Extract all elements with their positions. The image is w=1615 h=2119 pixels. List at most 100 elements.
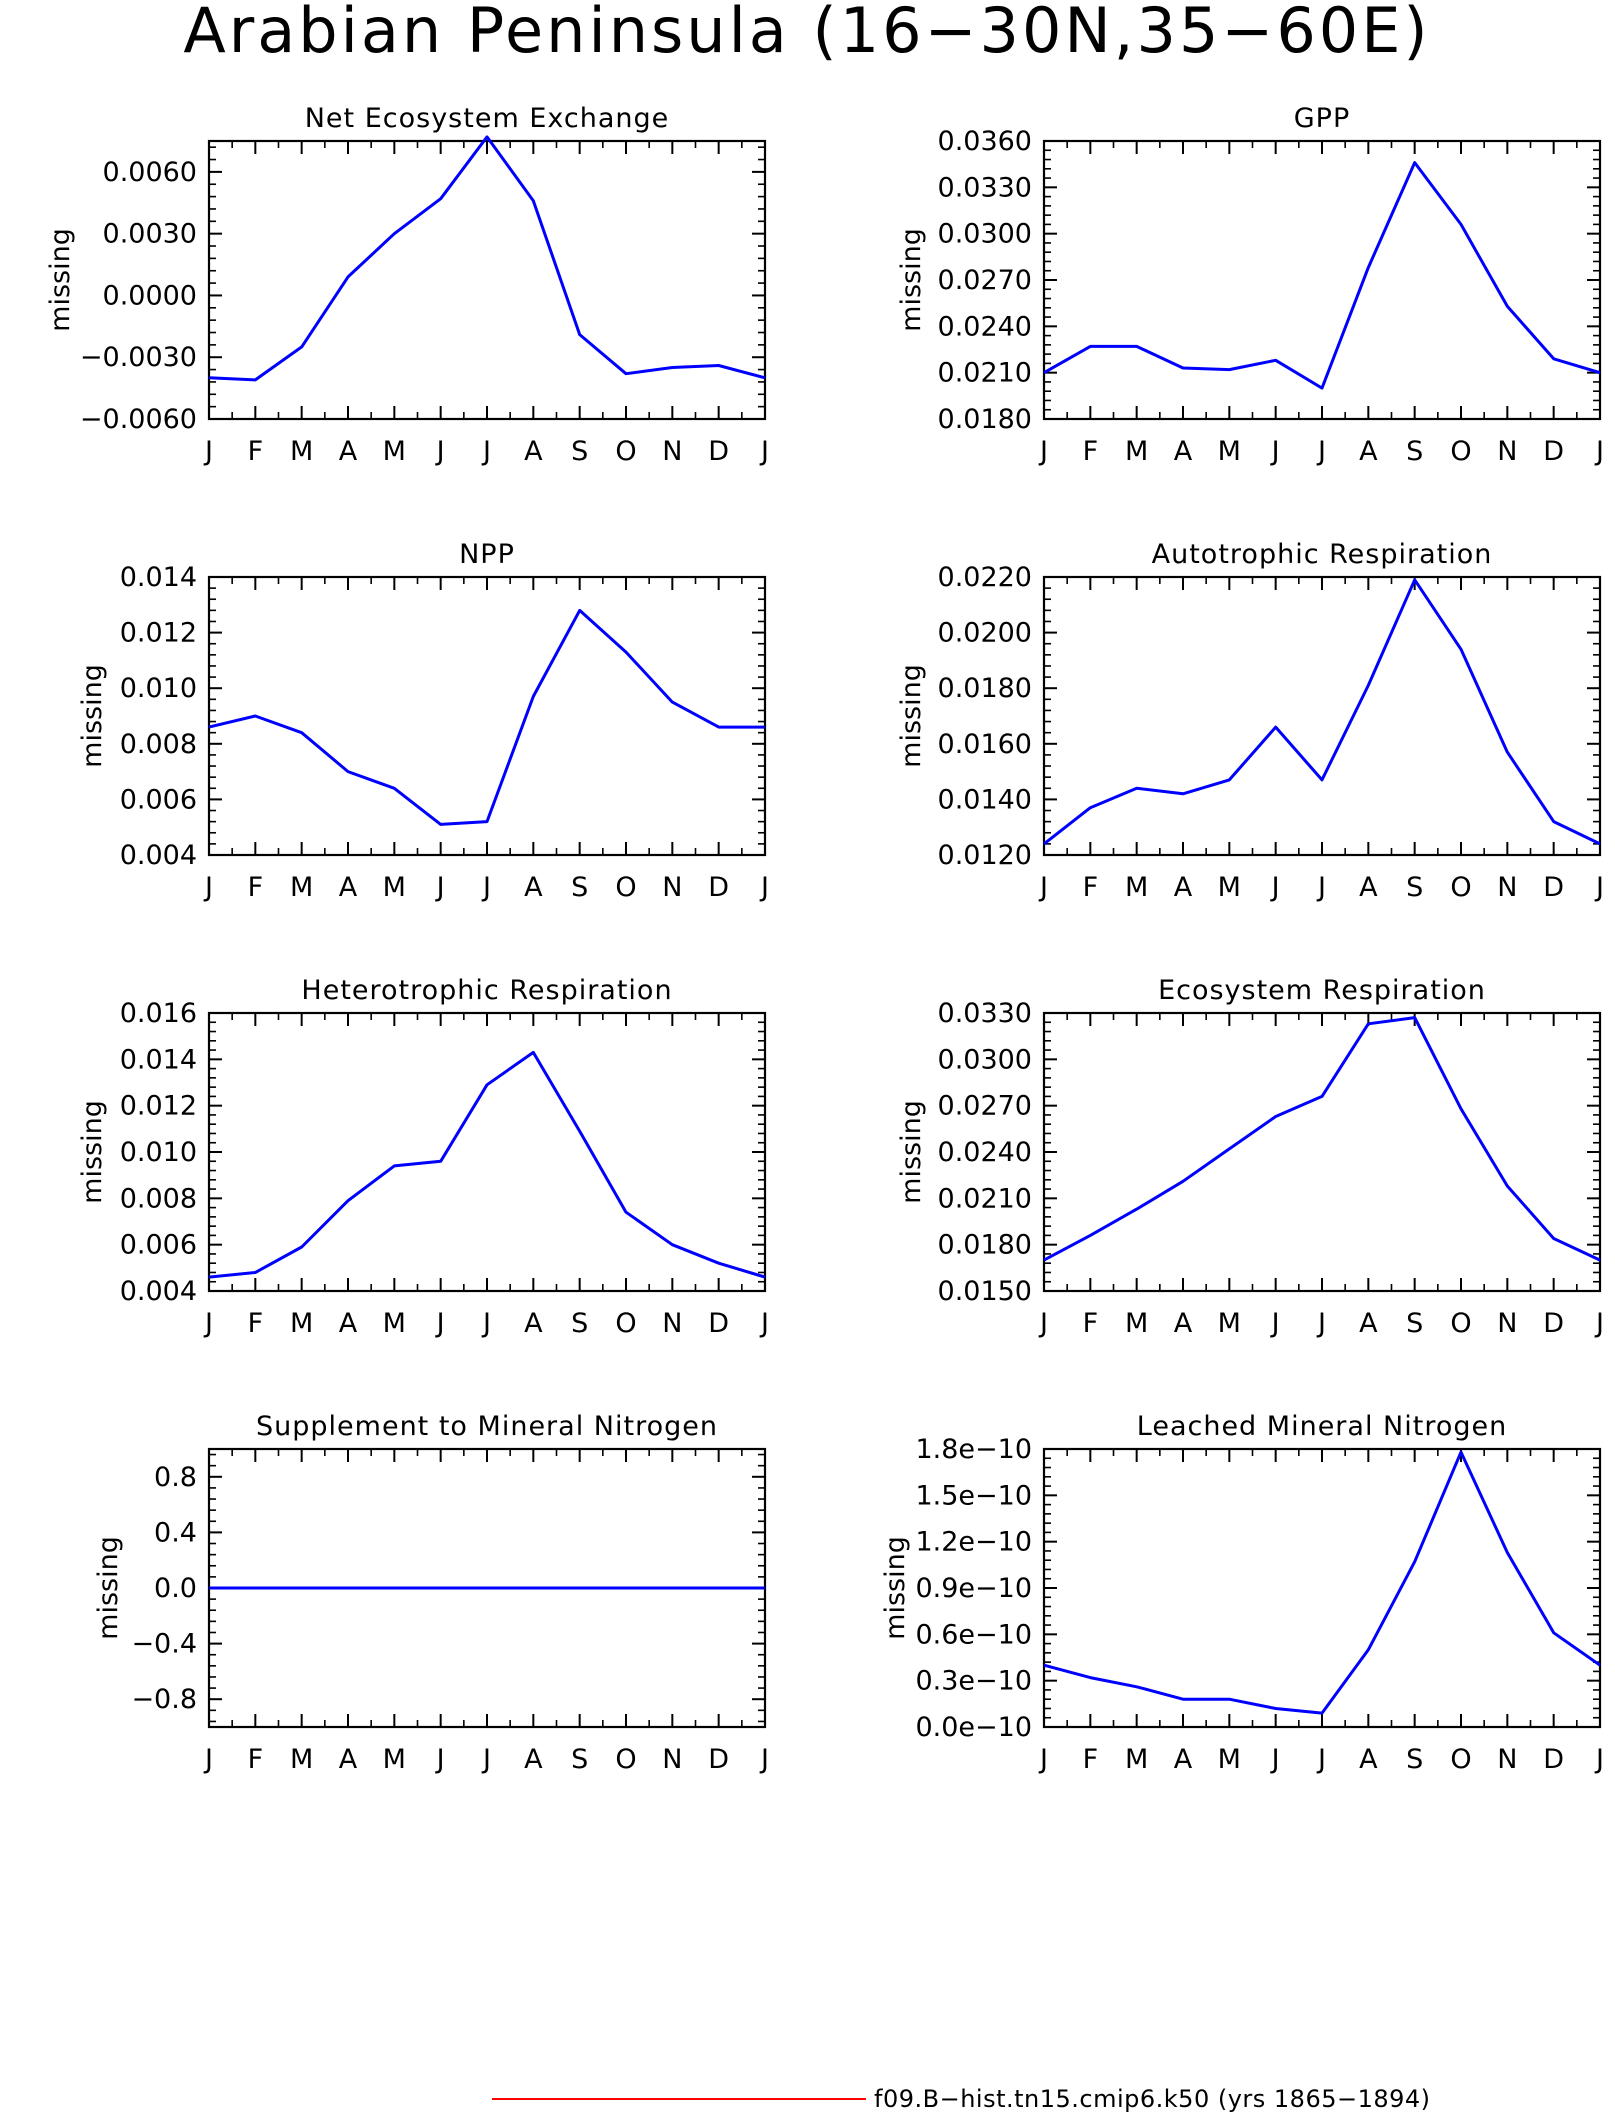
data-point [1042,1258,1046,1262]
y-tick-label: 0.008 [120,1183,197,1214]
x-tick-label: J [759,872,769,903]
data-point [716,725,720,729]
x-tick-label: J [481,872,491,903]
series-line [208,1050,766,1279]
x-tick-label: J [1038,1744,1048,1775]
panel-title: NPP [459,539,515,570]
y-axis-label: missing [896,228,927,332]
x-tick-label: S [571,1744,588,1775]
panel-title: Heterotrophic Respiration [301,975,672,1006]
data-point [1598,1663,1602,1667]
data-point [438,822,442,826]
y-tick-label: 0.0000 [103,280,197,311]
data-point [207,376,211,380]
x-tick-label: D [708,436,729,467]
data-point [716,1261,720,1265]
data-point [1227,778,1231,782]
y-axis-label: missing [45,228,76,332]
x-tick-label: F [1083,872,1099,903]
x-tick-label: N [662,1308,682,1339]
x-tick-label: J [435,1308,445,1339]
data-point [1505,750,1509,754]
x-tick-label: O [615,872,636,903]
data-point [438,1586,442,1590]
y-axis-label: missing [77,664,108,768]
panel-title: GPP [1294,103,1351,134]
y-axis-label: missing [93,1536,124,1640]
x-tick-label: D [1543,1308,1564,1339]
y-tick-label: 0.8 [154,1462,197,1493]
y-tick-label: 0.4 [154,1517,197,1548]
data-point [531,1586,535,1590]
panel-title: Leached Mineral Nitrogen [1137,1411,1507,1442]
plot-frame [1042,139,1602,421]
x-tick-label: F [248,436,264,467]
data-point [485,1083,489,1087]
data-point [1088,806,1092,810]
x-tick-label: O [1450,1744,1471,1775]
data-point [763,725,767,729]
data-point [1320,1711,1324,1715]
y-tick-label: 0.0360 [938,126,1032,157]
data-point [1134,786,1138,790]
x-tick-label: M [383,872,406,903]
x-tick-label: S [1406,1744,1423,1775]
data-point [1181,366,1185,370]
x-tick-label: N [1497,1744,1517,1775]
data-point [485,135,489,139]
data-point [1459,222,1463,226]
series-line [1043,161,1601,390]
data-point [1412,1560,1416,1564]
data-point [1551,819,1555,823]
x-tick-label: D [1543,872,1564,903]
data-point [1273,358,1277,362]
x-tick-label: D [708,872,729,903]
plot-frame [207,139,767,421]
x-tick-label: M [290,436,313,467]
data-point [624,1210,628,1214]
data-point [1181,1179,1185,1183]
x-tick-label: O [1450,436,1471,467]
data-point [299,345,303,349]
x-tick-label: J [203,1308,213,1339]
x-tick-label: J [481,1744,491,1775]
y-tick-label: 0.0200 [938,618,1032,649]
x-tick-label: J [203,436,213,467]
data-point [1551,1236,1555,1240]
x-tick-label: O [615,1744,636,1775]
data-point [1227,367,1231,371]
x-tick-label: A [339,872,358,903]
data-point [1598,842,1602,846]
y-tick-label: 0.016 [120,998,197,1029]
data-point [1227,1697,1231,1701]
y-tick-label: 0.012 [120,1091,197,1122]
x-tick-label: J [759,1744,769,1775]
y-axis-label: missing [896,1100,927,1204]
data-point [577,332,581,336]
data-point [1320,778,1324,782]
x-tick-label: F [248,1308,264,1339]
data-point [670,1242,674,1246]
y-tick-label: −0.0060 [80,404,197,435]
y-tick-label: 0.0180 [938,673,1032,704]
y-tick-label: 0.006 [120,1230,197,1261]
x-tick-label: A [1174,1308,1193,1339]
data-point [1273,1114,1277,1118]
x-tick-label: J [1316,1744,1326,1775]
x-tick-label: A [524,436,543,467]
x-tick-label: M [1218,1308,1241,1339]
y-tick-label: 0.9e−10 [915,1573,1032,1604]
x-tick-label: M [290,872,313,903]
y-tick-label: 0.0160 [938,729,1032,760]
x-tick-label: M [290,1744,313,1775]
y-tick-label: 0.0030 [103,219,197,250]
y-tick-label: 0.3e−10 [915,1666,1032,1697]
x-tick-label: A [339,1744,358,1775]
data-point [299,730,303,734]
y-tick-label: 0.0220 [938,562,1032,593]
